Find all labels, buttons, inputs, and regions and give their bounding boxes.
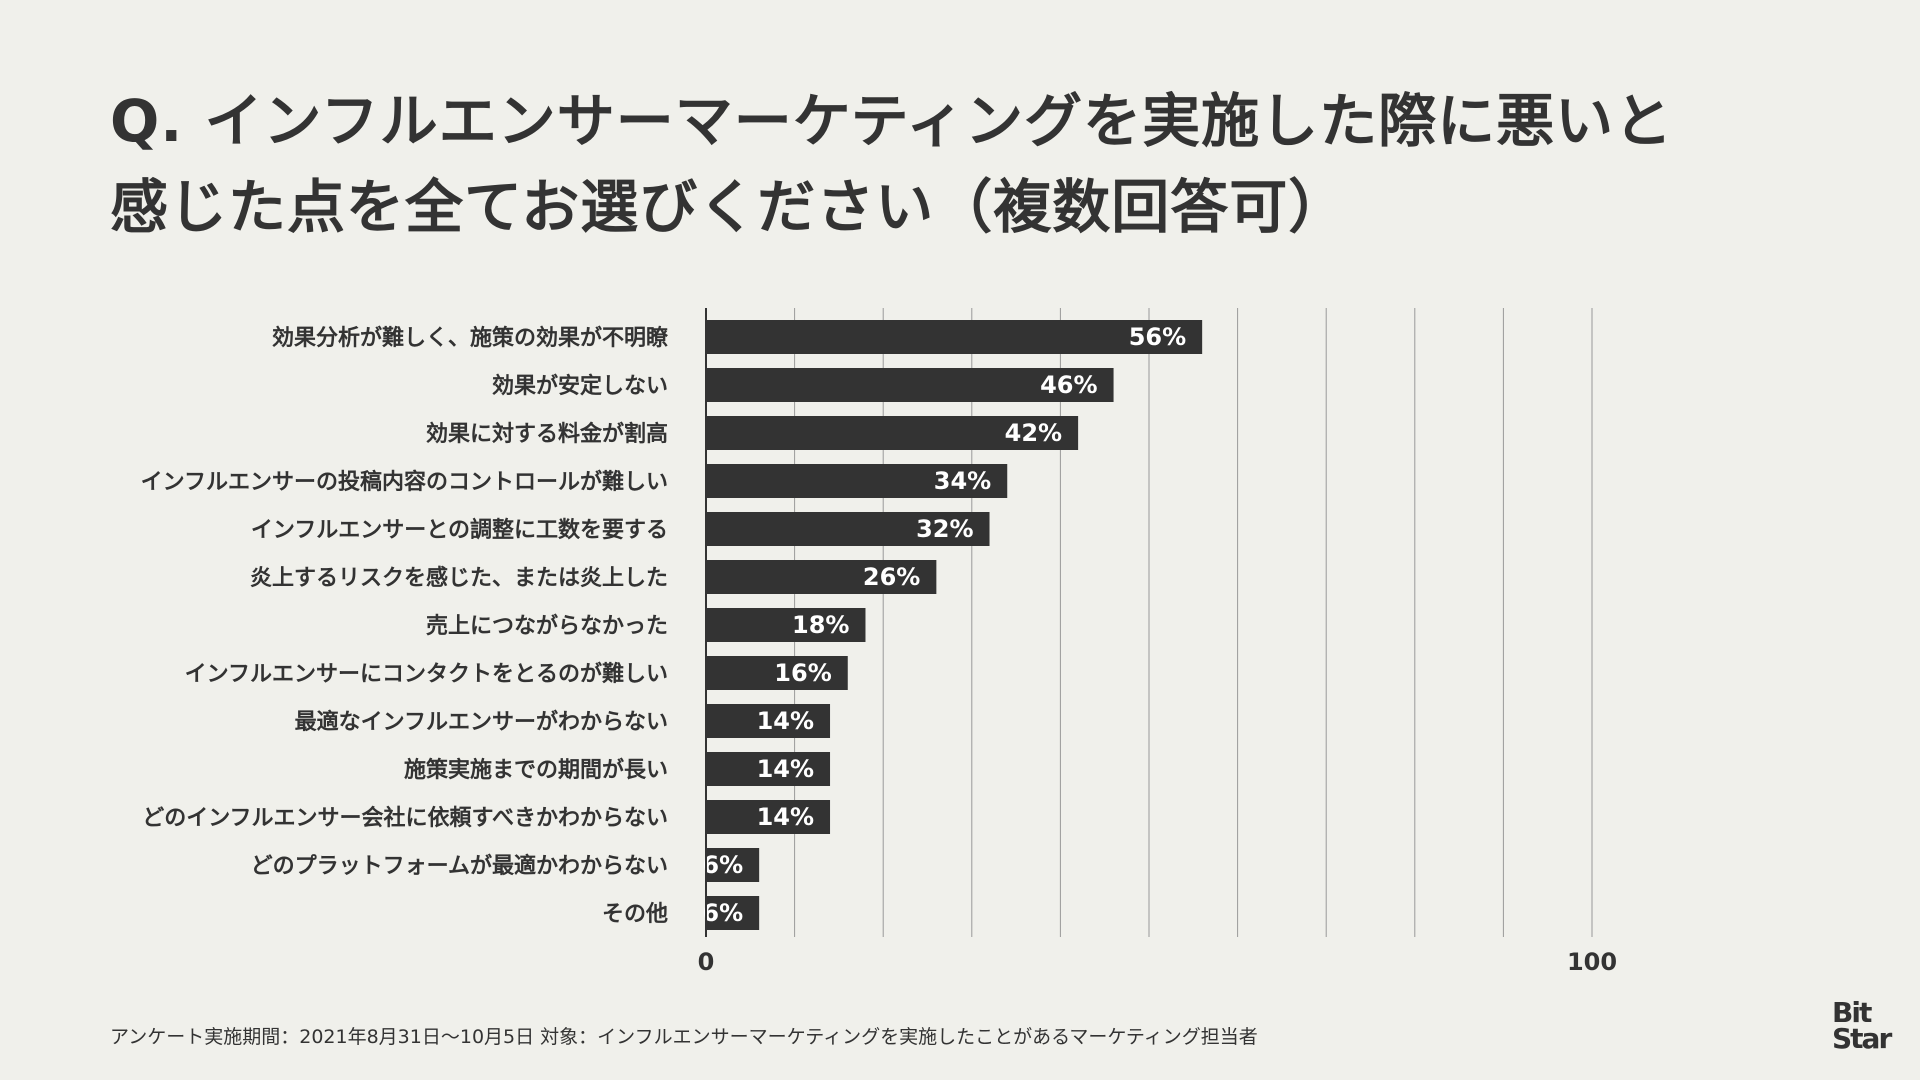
bar-value-label: 34% (934, 467, 991, 495)
x-tick-label: 100 (1567, 948, 1617, 976)
bar-value-label: 16% (774, 659, 831, 687)
logo-line-1: Bit (1832, 996, 1872, 1029)
bar-value-label: 26% (863, 563, 920, 591)
bar (706, 368, 1114, 402)
chart-title-line-2: 感じた点を全てお選びください（複数回答可） (110, 173, 1348, 241)
bar (706, 512, 990, 546)
category-label: どのプラットフォームが最適かわからない (251, 853, 668, 879)
category-label: 最適なインフルエンサーがわからない (295, 709, 668, 735)
bar (706, 560, 937, 594)
bar (706, 416, 1079, 450)
bar-value-label: 32% (916, 515, 973, 543)
x-tick-label: 0 (698, 948, 715, 976)
bar-value-label: 56% (1129, 323, 1186, 351)
bar-value-label: 14% (757, 707, 814, 735)
bar (706, 320, 1203, 354)
category-label: その他 (602, 902, 668, 927)
bar (706, 800, 831, 834)
bar-value-label: 14% (757, 755, 814, 783)
bar (706, 848, 760, 882)
category-label: インフルエンサーとの調整に工数を要する (251, 517, 668, 543)
bar (706, 608, 866, 642)
category-label: 効果に対する料金が割高 (426, 421, 668, 447)
bar-value-label: 46% (1040, 371, 1097, 399)
category-label: 効果が安定しない (492, 373, 668, 399)
bar-value-label: 18% (792, 611, 849, 639)
bar-chart: 56% 効果分析が難しく、施策の効果が不明瞭 46% 効果が安定しない 42% 効果に対す… (141, 308, 1617, 976)
bar (706, 752, 831, 786)
survey-footnote: アンケート実施期間：2021年8月31日〜10月5日 対象：インフルエンサーマー… (110, 1026, 1258, 1048)
bar (706, 464, 1008, 498)
category-label: 施策実施までの期間が長い (404, 757, 668, 783)
bar-value-label: 6% (702, 899, 743, 927)
bar (706, 704, 831, 738)
category-label: 炎上するリスクを感じた、または炎上した (250, 565, 668, 591)
bar (706, 656, 848, 690)
category-label: 効果分析が難しく、施策の効果が不明瞭 (272, 325, 669, 351)
chart-title: Q. インフルエンサーマーケティングを実施した際に悪いと 感じた点を全てお選びく… (110, 78, 1810, 250)
bitstar-logo: Bit Star (1832, 996, 1900, 1064)
bar-value-label: 42% (1005, 419, 1062, 447)
bar-value-label: 6% (702, 851, 743, 879)
bar (706, 896, 760, 930)
category-label: インフルエンサーにコンタクトをとるのが難しい (185, 661, 668, 687)
category-label: 売上につながらなかった (426, 613, 668, 639)
category-label: どのインフルエンサー会社に依頼すべきかわからない (142, 805, 668, 831)
category-label: インフルエンサーの投稿内容のコントロールが難しい (141, 469, 668, 495)
chart-title-line-1: Q. インフルエンサーマーケティングを実施した際に悪いと (110, 87, 1674, 155)
bar-value-label: 14% (757, 803, 814, 831)
logo-line-2: Star (1832, 1022, 1892, 1055)
